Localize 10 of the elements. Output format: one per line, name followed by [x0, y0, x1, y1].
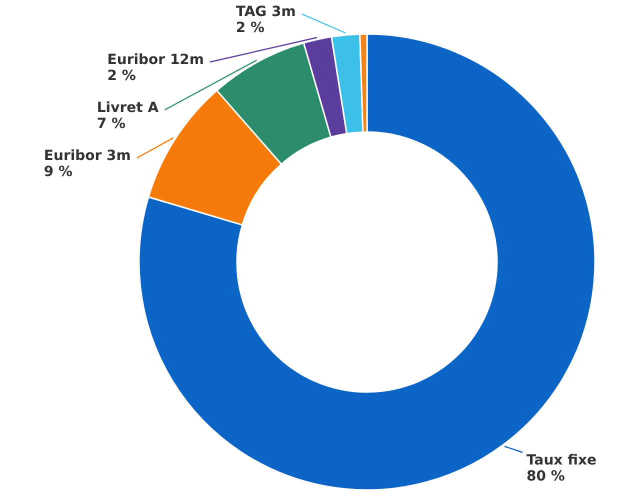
- data-label: 2 %: [107, 68, 136, 84]
- data-label: 7 %: [96, 116, 126, 132]
- slice-label: Taux fixe: [526, 452, 596, 468]
- slice-label: Euribor 12m: [107, 52, 204, 68]
- slice-label: Livret A: [96, 100, 159, 116]
- data-label: 80 %: [526, 468, 565, 484]
- data-label: 9 %: [44, 164, 73, 180]
- slice-label: Euribor 3m: [44, 148, 131, 164]
- slice-label: TAG 3m: [236, 4, 296, 20]
- data-label: 2 %: [236, 20, 265, 36]
